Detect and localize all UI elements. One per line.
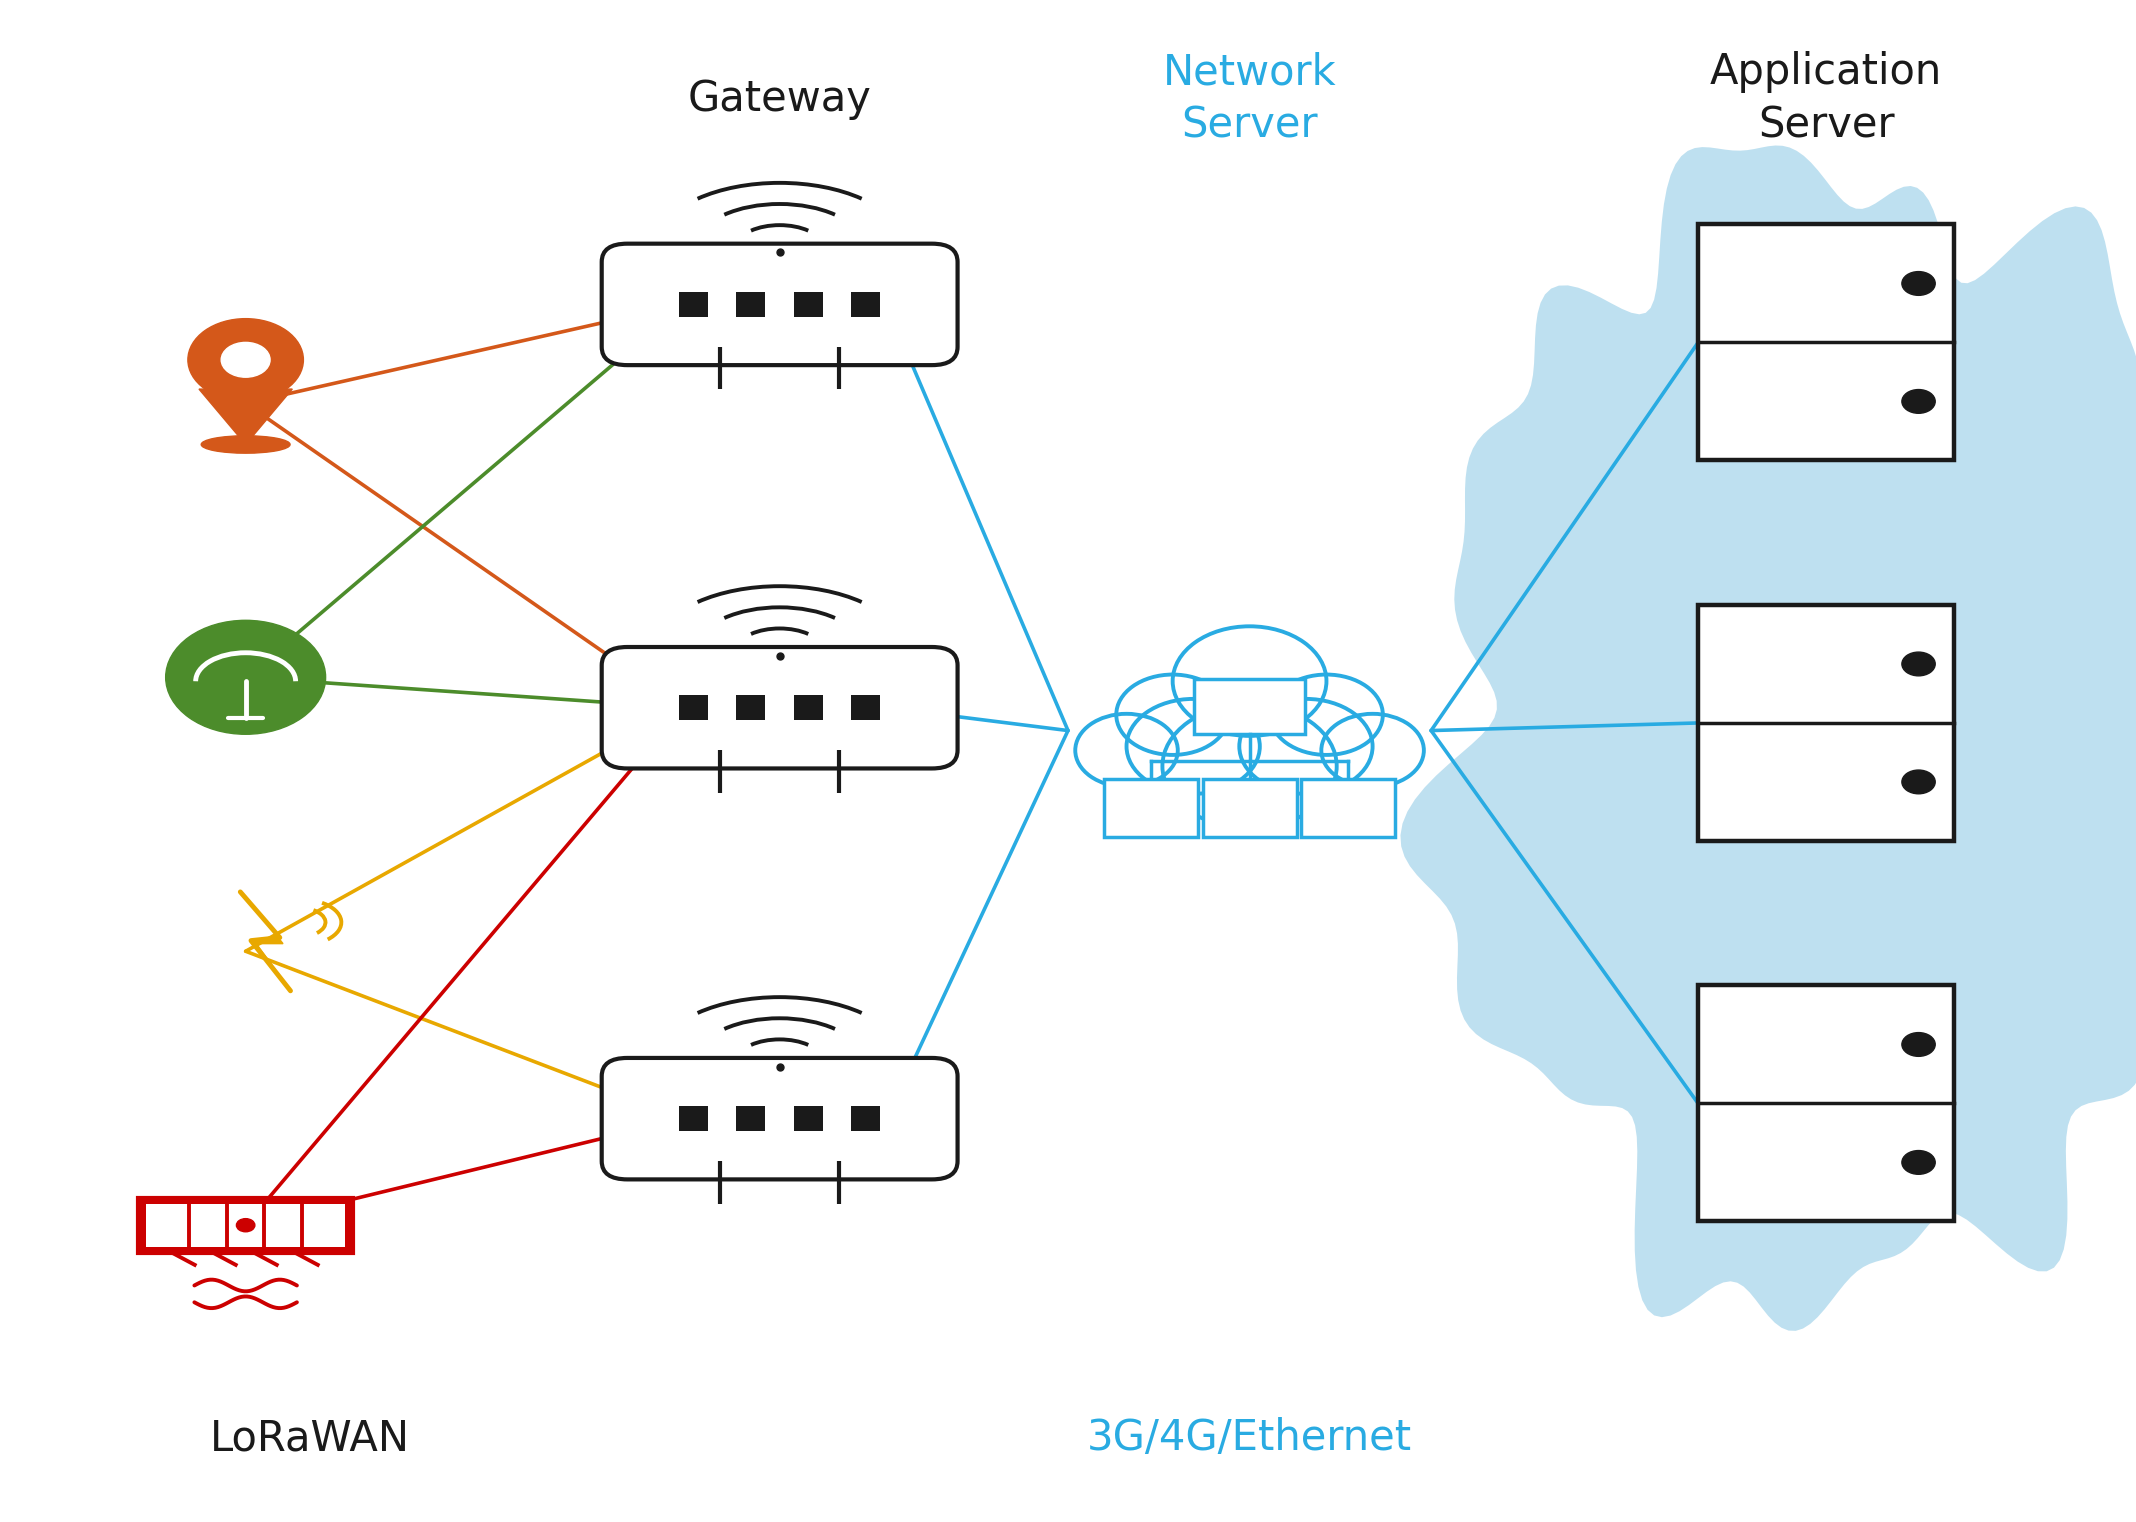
Polygon shape (199, 390, 293, 444)
Circle shape (1162, 705, 1337, 828)
FancyBboxPatch shape (679, 1106, 709, 1131)
Circle shape (1901, 770, 1935, 794)
Circle shape (1117, 674, 1228, 755)
Circle shape (1271, 674, 1382, 755)
Circle shape (1173, 627, 1326, 737)
FancyBboxPatch shape (602, 647, 957, 769)
FancyBboxPatch shape (602, 1058, 957, 1180)
FancyBboxPatch shape (795, 696, 822, 720)
Text: Network
Server: Network Server (1162, 52, 1337, 146)
Polygon shape (239, 892, 290, 991)
Circle shape (1901, 651, 1935, 676)
FancyBboxPatch shape (850, 1106, 880, 1131)
FancyBboxPatch shape (679, 696, 709, 720)
Circle shape (237, 1219, 254, 1231)
FancyBboxPatch shape (139, 1198, 352, 1253)
FancyBboxPatch shape (737, 696, 765, 720)
FancyBboxPatch shape (1698, 224, 1954, 460)
Circle shape (1074, 714, 1177, 787)
Circle shape (1901, 1151, 1935, 1175)
FancyBboxPatch shape (679, 292, 709, 317)
Circle shape (1901, 271, 1935, 295)
FancyBboxPatch shape (1104, 779, 1198, 837)
Circle shape (167, 621, 325, 734)
Ellipse shape (201, 435, 290, 454)
FancyBboxPatch shape (1301, 779, 1395, 837)
FancyBboxPatch shape (1698, 986, 1954, 1221)
Circle shape (1901, 390, 1935, 414)
Circle shape (1239, 699, 1373, 794)
Circle shape (1322, 714, 1425, 787)
Circle shape (1126, 699, 1260, 794)
Text: Application
Server: Application Server (1711, 52, 1942, 146)
Text: 3G/4G/Ethernet: 3G/4G/Ethernet (1087, 1417, 1412, 1460)
FancyBboxPatch shape (602, 244, 957, 365)
FancyBboxPatch shape (850, 696, 880, 720)
FancyBboxPatch shape (737, 292, 765, 317)
Circle shape (222, 342, 269, 377)
Circle shape (1901, 1032, 1935, 1056)
FancyBboxPatch shape (795, 292, 822, 317)
Text: LoRaWAN: LoRaWAN (209, 1417, 410, 1460)
FancyBboxPatch shape (1194, 679, 1305, 734)
Circle shape (188, 318, 303, 400)
FancyBboxPatch shape (1698, 604, 1954, 840)
FancyBboxPatch shape (850, 292, 880, 317)
FancyBboxPatch shape (795, 1106, 822, 1131)
FancyBboxPatch shape (145, 1204, 346, 1247)
Text: Gateway: Gateway (688, 78, 871, 120)
FancyBboxPatch shape (737, 1106, 765, 1131)
Polygon shape (1401, 146, 2136, 1330)
FancyBboxPatch shape (1203, 779, 1297, 837)
